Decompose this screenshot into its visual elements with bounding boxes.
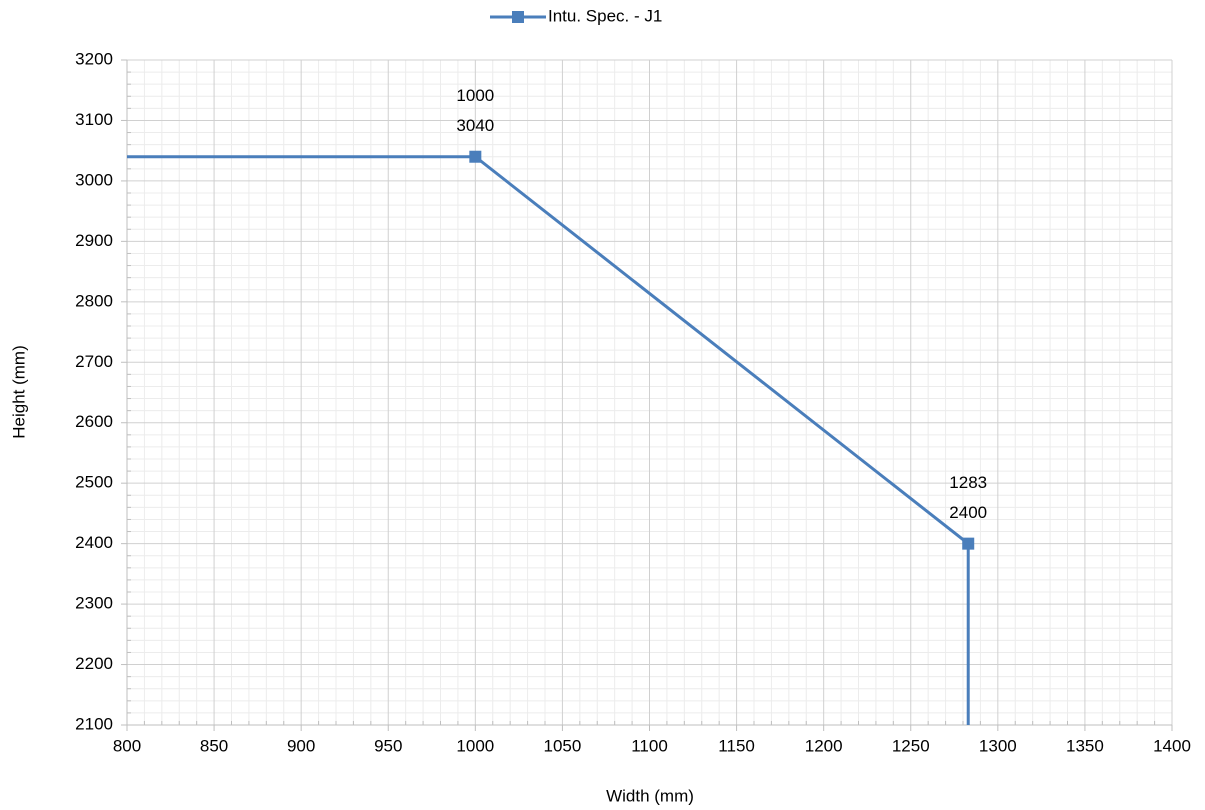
x-axis-label: Width (mm) bbox=[606, 786, 694, 805]
x-tick-label: 1150 bbox=[718, 736, 755, 755]
y-tick-label: 3200 bbox=[75, 49, 113, 68]
y-tick-label: 2400 bbox=[75, 533, 113, 552]
y-tick-label: 2700 bbox=[75, 352, 113, 371]
x-tick-label: 900 bbox=[287, 736, 315, 755]
x-tick-label: 1300 bbox=[979, 736, 1017, 755]
data-label-y: 3040 bbox=[456, 116, 494, 135]
x-tick-label: 1250 bbox=[892, 736, 930, 755]
x-tick-label: 1350 bbox=[1066, 736, 1104, 755]
x-tick-label: 850 bbox=[200, 736, 228, 755]
x-tick-label: 1000 bbox=[456, 736, 494, 755]
y-tick-label: 3000 bbox=[75, 170, 113, 189]
y-tick-label: 2600 bbox=[75, 412, 113, 431]
x-tick-label: 1050 bbox=[544, 736, 582, 755]
data-label-x: 1000 bbox=[456, 86, 494, 105]
x-tick-label: 1200 bbox=[805, 736, 843, 755]
marker bbox=[962, 537, 975, 550]
marker bbox=[469, 150, 482, 163]
legend-marker bbox=[512, 11, 524, 23]
x-tick-label: 1100 bbox=[631, 736, 668, 755]
legend-label: Intu. Spec. - J1 bbox=[548, 6, 662, 25]
y-tick-label: 2100 bbox=[75, 714, 113, 733]
y-tick-label: 2500 bbox=[75, 473, 113, 492]
y-tick-label: 2900 bbox=[75, 231, 113, 250]
data-label-x: 1283 bbox=[949, 473, 987, 492]
x-tick-label: 800 bbox=[113, 736, 141, 755]
series-line bbox=[127, 155, 970, 725]
y-tick-label: 2300 bbox=[75, 594, 113, 613]
data-label-y: 2400 bbox=[949, 503, 987, 522]
x-tick-label: 1400 bbox=[1153, 736, 1191, 755]
y-tick-label: 3100 bbox=[75, 110, 113, 129]
y-axis-label: Height (mm) bbox=[9, 345, 28, 439]
x-tick-label: 950 bbox=[374, 736, 402, 755]
y-tick-label: 2800 bbox=[75, 291, 113, 310]
y-tick-label: 2200 bbox=[75, 654, 113, 673]
